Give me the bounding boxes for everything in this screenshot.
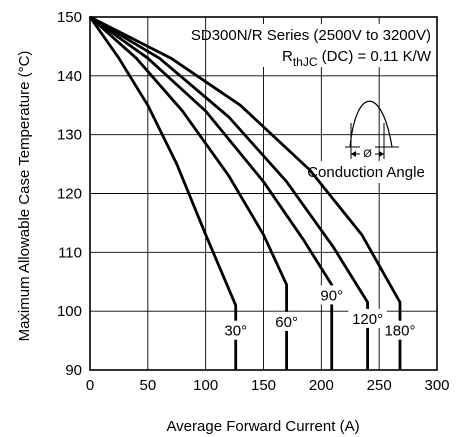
y-tick-label: 110 [58,244,82,261]
series-label-background [220,320,251,340]
series-line [89,15,369,370]
series-group [88,15,402,370]
x-tick-label: 300 [424,377,449,394]
series-line [89,15,402,370]
y-tick-label: 100 [57,303,82,320]
x-tick-label: 250 [367,377,392,394]
series-label: 30° [224,323,247,340]
y-tick-labels: 90 100 110 120 130 140 150 [57,9,82,379]
series-line [89,15,334,370]
y-tick-label: 140 [57,68,82,85]
series-label-background [271,311,302,331]
conduction-angle-inset: Ø [345,100,399,160]
series-label: 60° [275,314,298,331]
plot-frame [89,16,438,371]
x-tick-label: 50 [139,377,156,394]
conduction-angle-symbol: Ø [363,148,372,160]
x-axis-label: Average Forward Current (A) [166,418,359,435]
y-tick-label: 150 [57,9,82,26]
y-tick-label: 120 [57,186,82,203]
y-tick-label: 90 [65,362,82,379]
y-tick-label: 130 [57,127,82,144]
annotation-backgrounds [240,24,437,183]
series-label-background [348,308,387,328]
x-tick-labels: 0 50 100 150 200 250 300 [86,377,450,394]
annotation-background [295,161,437,183]
y-axis-label: Maximum Allowable Case Temperature (°C) [16,51,33,342]
series-label: 120° [352,311,383,328]
annotation-background [240,24,436,67]
x-tick-label: 0 [86,377,94,394]
grid [90,17,437,370]
series-label-background [316,285,347,305]
x-tick-label: 200 [309,377,334,394]
series-labels: 30° 60° 90° 120°180° [220,285,420,340]
x-tick-label: 150 [251,377,276,394]
x-tick-label: 100 [193,377,218,394]
series-label-background [380,320,420,340]
chart-title: SD300N/R Series (2500V to 3200V) [191,27,431,44]
series-line [89,15,288,370]
series-line [88,16,238,370]
series-label: 180° [384,323,415,340]
chart-subtitle: RthJC (DC) = 0.11 K/W [282,48,432,69]
conduction-angle-label: Conduction Angle [307,164,425,181]
series-label: 90° [320,287,343,304]
